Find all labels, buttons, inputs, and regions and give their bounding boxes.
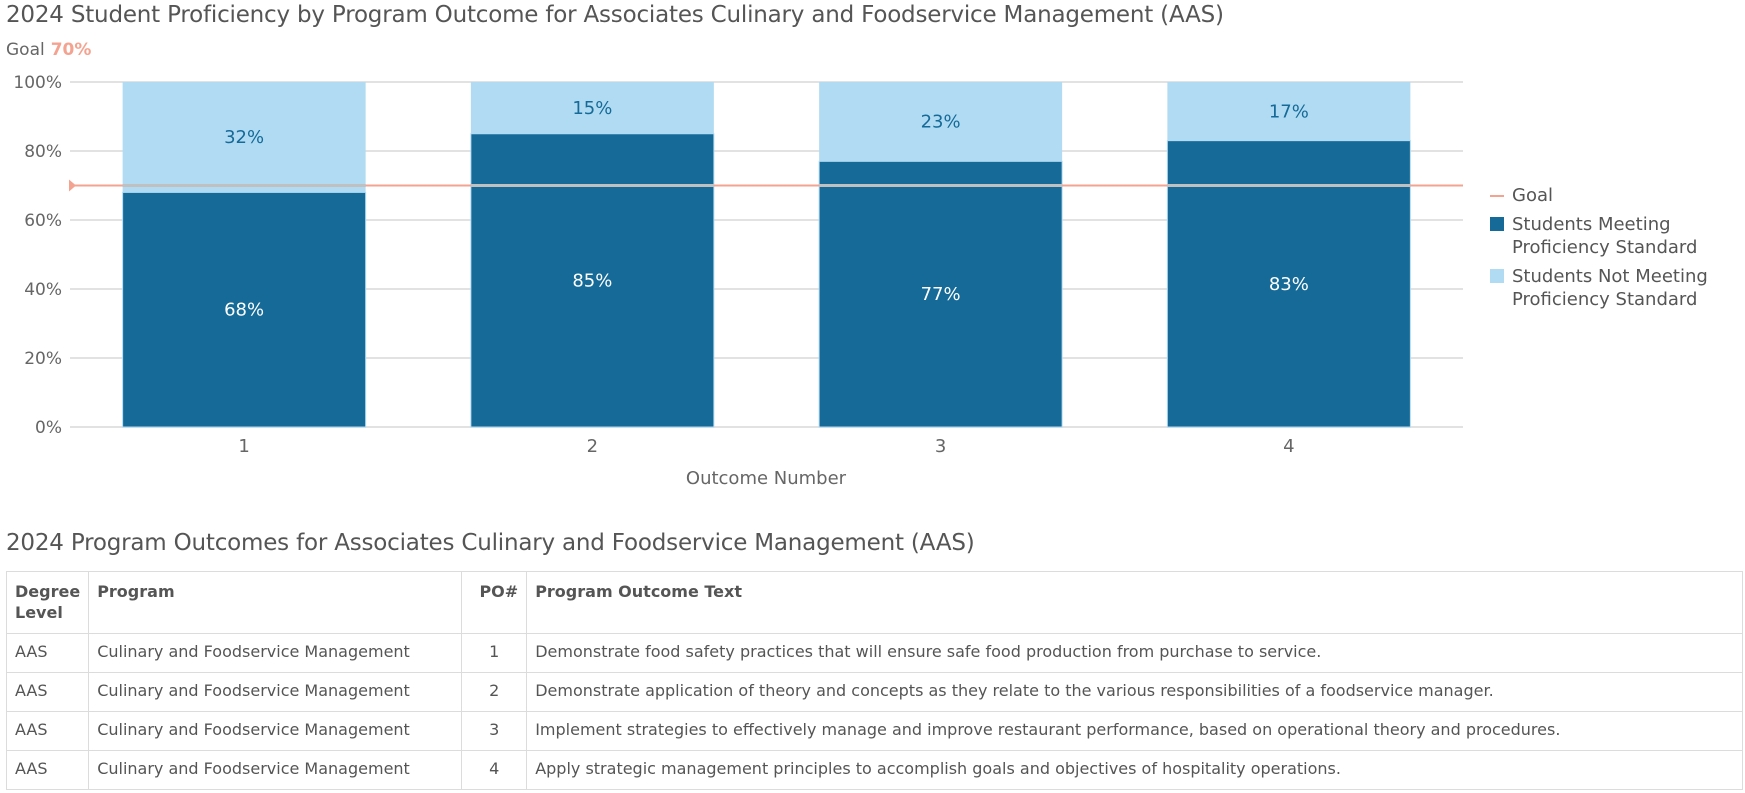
- header-degree-level: Degree Level: [5, 571, 90, 634]
- table-row: AAS Culinary and Foodservice Management …: [5, 711, 1743, 751]
- chart-legend: Goal Students Meeting Proficiency Standa…: [1490, 184, 1708, 317]
- x-axis-ticks: 1 2 3 4: [238, 436, 1294, 457]
- header-outcome-text: Program Outcome Text: [526, 571, 1743, 634]
- y-tick-label: 20%: [24, 349, 62, 369]
- y-tick-label: 80%: [24, 142, 62, 162]
- header-program: Program: [88, 571, 463, 634]
- x-axis-title: Outcome Number: [686, 468, 847, 489]
- bar-meeting: [470, 133, 715, 428]
- cell-degree: AAS: [5, 750, 90, 790]
- cell-po: 2: [461, 672, 528, 712]
- not-meeting-swatch-icon: [1490, 269, 1504, 283]
- cell-degree: AAS: [5, 633, 90, 673]
- table-row: AAS Culinary and Foodservice Management …: [5, 633, 1743, 673]
- cell-degree: AAS: [5, 672, 90, 712]
- stacked-bar-chart: 0% 20% 40% 60% 80% 100% 68% 32% 85% 15% 77% 23% 83%…: [13, 73, 1463, 489]
- cell-text: Demonstrate food safety practices that w…: [526, 633, 1743, 673]
- legend-label-goal: Goal: [1512, 185, 1553, 206]
- bar-meeting: [1166, 140, 1411, 428]
- y-tick-label: 0%: [35, 418, 62, 438]
- bar-label-not-meeting: 23%: [921, 112, 961, 133]
- table-row: AAS Culinary and Foodservice Management …: [5, 750, 1743, 790]
- bar-meeting: [122, 191, 367, 428]
- bar-labels: 68% 32% 85% 15% 77% 23% 83% 17%: [224, 98, 1309, 321]
- bar-label-meeting: 68%: [224, 300, 264, 321]
- y-tick-label: 40%: [24, 280, 62, 300]
- table-row: AAS Culinary and Foodservice Management …: [5, 672, 1743, 712]
- bar-label-meeting: 85%: [572, 270, 612, 291]
- table-title: 2024 Program Outcomes for Associates Cul…: [6, 530, 975, 556]
- table-header-row: Degree Level Program PO# Program Outcome …: [5, 571, 1743, 634]
- cell-po: 4: [461, 750, 528, 790]
- cell-program: Culinary and Foodservice Management: [88, 750, 463, 790]
- header-po-number: PO#: [461, 571, 528, 634]
- meeting-swatch-icon: [1490, 217, 1504, 231]
- legend-item-meeting[interactable]: Students Meeting Proficiency Standard: [1490, 213, 1708, 259]
- bar-label-meeting: 77%: [921, 284, 961, 305]
- cell-degree: AAS: [5, 711, 90, 751]
- x-tick-label: 1: [238, 436, 249, 457]
- x-tick-label: 3: [935, 436, 946, 457]
- cell-po: 3: [461, 711, 528, 751]
- y-tick-label: 100%: [13, 73, 62, 93]
- bar-meeting: [818, 160, 1063, 428]
- cell-text: Implement strategies to effectively mana…: [526, 711, 1743, 751]
- y-axis-ticks: 0% 20% 40% 60% 80% 100%: [13, 73, 62, 438]
- cell-text: Apply strategic management principles to…: [526, 750, 1743, 790]
- cell-program: Culinary and Foodservice Management: [88, 633, 463, 673]
- goal-caption-value: 70%: [50, 40, 92, 60]
- legend-label-not-meeting-line2: Proficiency Standard: [1512, 289, 1698, 310]
- goal-caption: Goal 70%: [6, 40, 91, 60]
- legend-label-meeting-line2: Proficiency Standard: [1512, 237, 1698, 258]
- legend-item-goal[interactable]: Goal: [1490, 184, 1708, 207]
- goal-marker-icon: [69, 179, 76, 192]
- cell-program: Culinary and Foodservice Management: [88, 672, 463, 712]
- legend-label-meeting: Students Meeting Proficiency Standard: [1512, 213, 1697, 259]
- x-tick-label: 4: [1283, 436, 1294, 457]
- cell-program: Culinary and Foodservice Management: [88, 711, 463, 751]
- legend-label-meeting-line1: Students Meeting: [1512, 214, 1671, 235]
- chart-title: 2024 Student Proficiency by Program Outc…: [6, 2, 1224, 28]
- legend-label-not-meeting: Students Not Meeting Proficiency Standar…: [1512, 265, 1708, 311]
- header-degree-line2: Level: [15, 603, 63, 622]
- bar-label-not-meeting: 32%: [224, 127, 264, 148]
- x-tick-label: 2: [587, 436, 598, 457]
- bar-not-meeting: [1167, 82, 1411, 141]
- cell-text: Demonstrate application of theory and co…: [526, 672, 1743, 712]
- header-degree-line1: Degree: [15, 582, 81, 601]
- cell-po: 1: [461, 633, 528, 673]
- bar-not-meeting: [470, 82, 714, 134]
- bar-label-meeting: 83%: [1269, 274, 1309, 295]
- bars: [122, 82, 1411, 428]
- goal-line-swatch-icon: [1490, 195, 1504, 197]
- legend-item-not-meeting[interactable]: Students Not Meeting Proficiency Standar…: [1490, 265, 1708, 311]
- legend-label-not-meeting-line1: Students Not Meeting: [1512, 266, 1708, 287]
- bar-label-not-meeting: 17%: [1269, 101, 1309, 122]
- bar-label-not-meeting: 15%: [572, 98, 612, 119]
- program-outcomes-table: Degree Level Program PO# Program Outcome …: [5, 571, 1743, 790]
- y-tick-label: 60%: [24, 211, 62, 231]
- goal-line-group: [69, 179, 1463, 192]
- bar-not-meeting: [819, 82, 1063, 162]
- bar-not-meeting: [122, 82, 366, 193]
- goal-caption-label: Goal: [6, 40, 45, 60]
